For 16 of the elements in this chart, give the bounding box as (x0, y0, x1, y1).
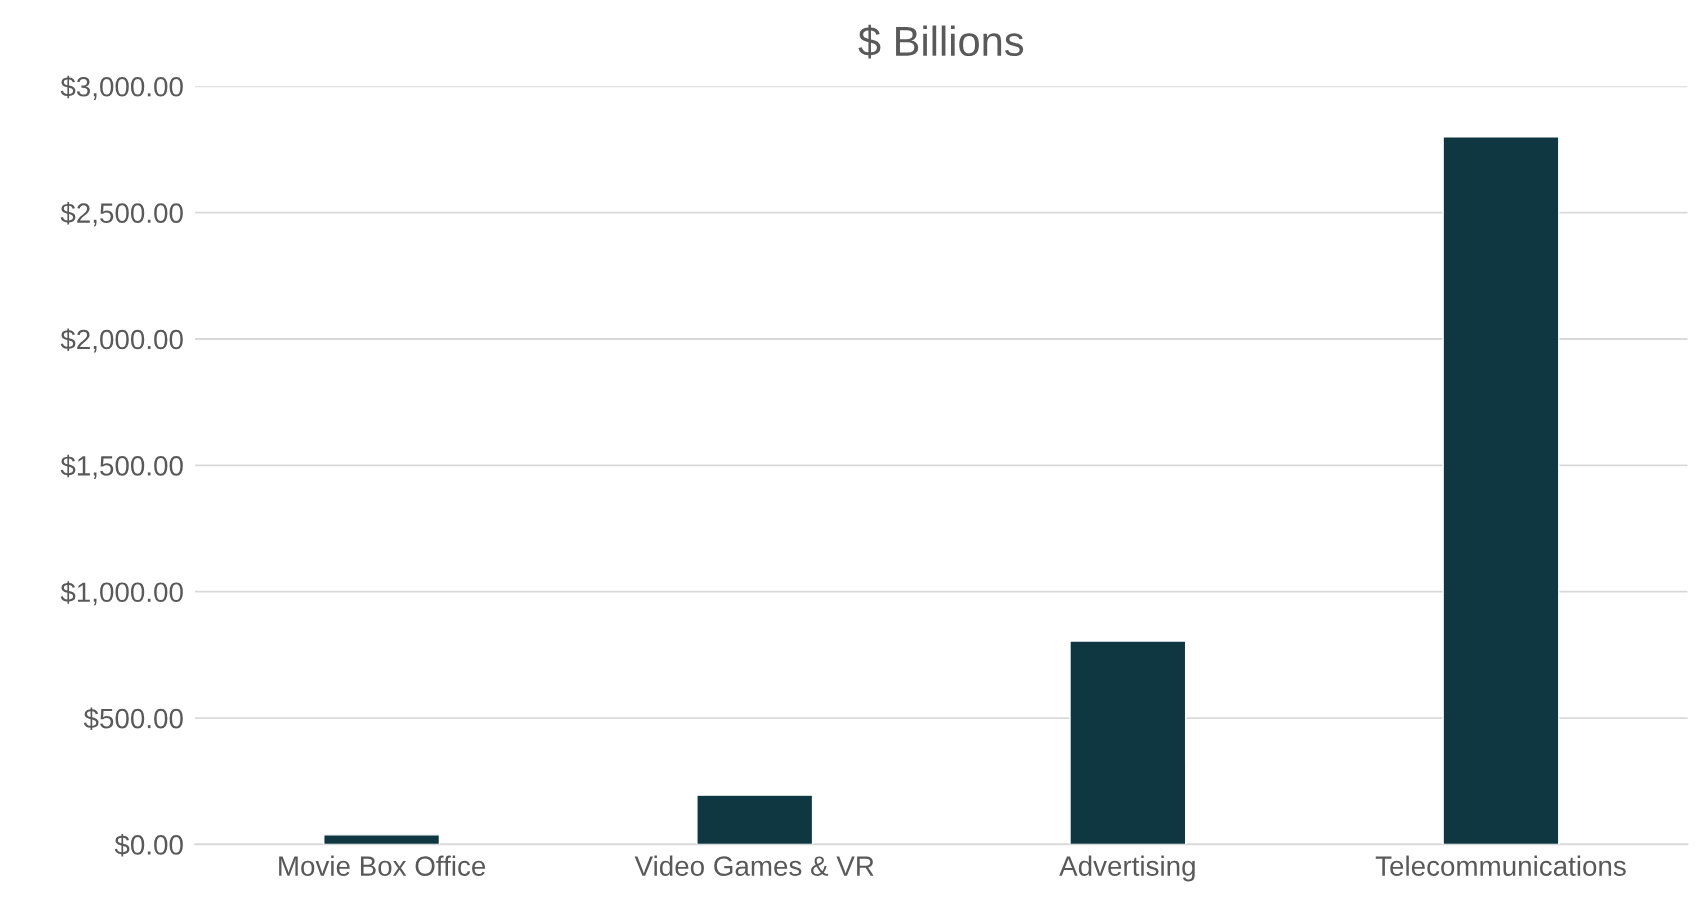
y-tick-label: $2,500.00 (60, 202, 183, 227)
bar (696, 794, 814, 845)
x-tick-label: Movie Box Office (279, 855, 486, 876)
y-tick-label: $1,500.00 (60, 454, 183, 479)
y-tick-label: $500.00 (83, 707, 183, 731)
bar (323, 834, 441, 845)
y-tick-label: $2,000.00 (60, 328, 183, 353)
y-tick-label: $3,000.00 (60, 75, 183, 100)
bar (1442, 136, 1560, 845)
x-tick-label: Telecommunications (1375, 855, 1626, 876)
bar (1069, 640, 1187, 845)
x-tick-label: Video Games & VR (634, 855, 874, 876)
y-tick-label: $1,000.00 (60, 581, 183, 606)
x-tick-label: Advertising (1059, 855, 1195, 882)
chart-title: $ Billions (858, 24, 1024, 59)
y-tick-label: $0.00 (114, 833, 183, 857)
